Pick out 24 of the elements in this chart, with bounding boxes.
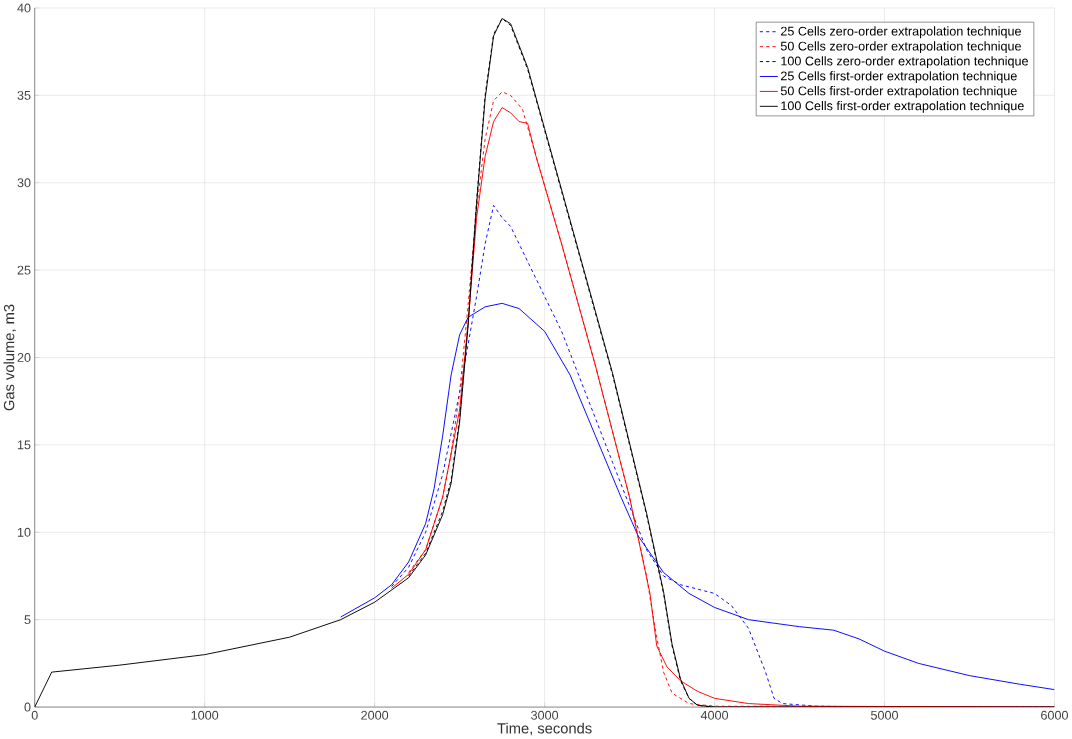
x-tick-label: 4000	[700, 710, 729, 720]
x-axis-title: Time, seconds	[497, 722, 592, 736]
legend-label: 50 Cells zero-order extrapolation technique	[780, 41, 1021, 54]
legend-label: 50 Cells first-order extrapolation technique	[780, 86, 1017, 98]
legend-label: 25 Cells zero-order extrapolation technique	[780, 26, 1021, 39]
y-tick-label: 15	[17, 440, 31, 450]
x-tick-label: 5000	[870, 710, 899, 720]
x-tick-label: 1000	[191, 710, 219, 720]
y-tick-label: 35	[17, 91, 31, 100]
y-tick-label: 30	[17, 178, 31, 188]
legend-label: 100 Cells first-order extrapolation technique	[781, 101, 1024, 113]
y-tick-label: 5	[24, 615, 31, 625]
y-axis-title: Gas volume, m3	[3, 304, 17, 411]
x-tick-label: 2000	[361, 710, 389, 720]
y-tick-label: 25	[17, 265, 31, 275]
y-tick-label: 10	[17, 527, 31, 537]
x-tick-label: 6000	[1041, 710, 1068, 720]
x-tick-label: 3000	[531, 710, 559, 720]
x-tick-label: 0	[31, 710, 38, 720]
y-tick-label: 0	[24, 702, 31, 712]
y-tick-label: 20	[17, 353, 31, 363]
legend-label: 25 Cells first-order extrapolation technique	[780, 71, 1017, 84]
legend-label: 100 Cells zero-order extrapolation technique	[781, 56, 1028, 69]
y-tick-label: 40	[17, 3, 31, 13]
